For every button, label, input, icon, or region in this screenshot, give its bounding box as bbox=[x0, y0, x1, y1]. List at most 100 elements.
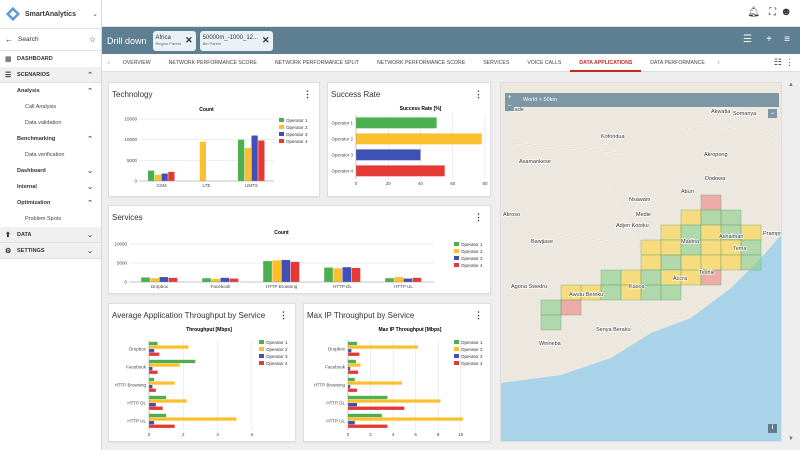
zoom-out-button[interactable]: − bbox=[505, 102, 514, 111]
sidebar-item-label: Dashboard bbox=[17, 168, 46, 174]
star-icon[interactable]: ☆ bbox=[88, 35, 96, 44]
close-icon[interactable]: ✕ bbox=[185, 35, 193, 45]
chip-value: 50000m_-1000_12... bbox=[202, 35, 259, 41]
close-icon[interactable]: ✕ bbox=[262, 35, 270, 45]
scroll-down-icon[interactable]: ▼ bbox=[788, 436, 794, 442]
sliders-icon[interactable]: ☰ bbox=[743, 34, 752, 45]
chip-type: Region Parent bbox=[155, 41, 182, 46]
map-label: Aburi bbox=[681, 189, 694, 195]
bar bbox=[348, 367, 351, 371]
tab-services[interactable]: SERVICES bbox=[483, 59, 510, 66]
info-icon[interactable]: i bbox=[768, 424, 777, 433]
bar bbox=[348, 424, 388, 428]
x-tick-label: HTTP UL bbox=[394, 284, 413, 289]
legend-swatch bbox=[454, 354, 459, 358]
bell-icon[interactable]: 🔔︎ bbox=[747, 7, 760, 18]
coverage-cell bbox=[540, 299, 562, 316]
scroll-up-icon[interactable]: ▲ bbox=[788, 82, 794, 88]
tab-overview[interactable]: OVERVIEW bbox=[122, 59, 151, 66]
chevron-down-icon: ⌄ bbox=[87, 247, 93, 255]
bar bbox=[149, 413, 167, 418]
sidebar-item-analysis[interactable]: Analysis ⌃ bbox=[0, 83, 101, 99]
more-vertical-icon[interactable]: ⋮ bbox=[474, 310, 483, 320]
coverage-cell bbox=[720, 209, 742, 226]
more-vertical-icon[interactable]: ⋮ bbox=[474, 89, 483, 99]
coverage-cell bbox=[660, 254, 682, 271]
bar bbox=[348, 377, 355, 382]
more-vertical-icon[interactable]: ⋮ bbox=[279, 310, 288, 320]
sidebar-item-label: Analysis bbox=[17, 88, 40, 94]
search-label[interactable]: Search bbox=[18, 36, 39, 43]
more-vertical-icon[interactable]: ⋮ bbox=[785, 57, 794, 67]
tab-scroll-left-icon[interactable]: ‹ bbox=[108, 59, 110, 66]
map-label: Teshie bbox=[699, 270, 715, 276]
account-icon[interactable]: ☻ bbox=[780, 6, 792, 18]
bar bbox=[351, 267, 361, 282]
y-tick-label: Operator 4 bbox=[331, 169, 353, 174]
zoom-in-button[interactable]: + bbox=[505, 93, 514, 102]
sidebar-item-settings[interactable]: ⚙ SETTINGS ⌄ bbox=[0, 243, 101, 259]
avg-throughput-chart: Throughput [Mbps] 0 2 4 6 Dropbox Facebook HTTP… bbox=[115, 327, 288, 437]
x-tick-label: 0 bbox=[355, 181, 358, 186]
map-canvas[interactable]: Koforidua Akwatia Kade Asamankese Akroso Bawj… bbox=[501, 83, 782, 442]
y-tick-label: Operator 1 bbox=[331, 121, 353, 126]
sidebar-item-data-validation[interactable]: Data validation bbox=[0, 115, 101, 131]
tab-data-applications[interactable]: DATA APPLICATIONS bbox=[570, 54, 642, 72]
chevron-down-icon[interactable]: ⌄ bbox=[92, 11, 98, 18]
bar bbox=[229, 278, 239, 282]
bar bbox=[342, 267, 352, 282]
map-label: Prampra bbox=[763, 231, 782, 237]
map-card[interactable]: Koforidua Akwatia Kade Asamankese Akroso Bawj… bbox=[500, 82, 782, 442]
tab-data-performance[interactable]: DATA PERFORMANCE bbox=[650, 59, 705, 66]
sidebar-item-data[interactable]: ⬆ DATA ⌄ bbox=[0, 227, 101, 243]
sidebar-item-optimization[interactable]: Optimization ⌃ bbox=[0, 195, 101, 211]
filter-icon[interactable]: ≡ bbox=[784, 34, 790, 45]
tab-network-performance-score[interactable]: NETWORK PERFORMANCE SCORE bbox=[168, 59, 257, 66]
y-tick-label: Operator 2 bbox=[331, 137, 353, 142]
legend-label: Operator 4 bbox=[461, 263, 483, 268]
tab-network-performance-split[interactable]: NETWORK PERFORMANCE SPLIT bbox=[274, 59, 359, 66]
sidebar-item-internal[interactable]: Internal ⌄ bbox=[0, 179, 101, 195]
bar bbox=[258, 140, 265, 181]
vertical-scrollbar[interactable]: ▲ ▼ bbox=[787, 82, 796, 442]
x-tick-label: HTTP Browsing bbox=[266, 284, 298, 289]
more-vertical-icon[interactable]: ⋮ bbox=[474, 212, 483, 222]
bar bbox=[154, 174, 161, 181]
bar bbox=[356, 117, 437, 129]
card-title: Average Application Throughput by Servic… bbox=[112, 311, 266, 320]
filter-chip-region[interactable]: Africa Region Parent ✕ bbox=[152, 30, 196, 51]
sidebar-item-scenarios[interactable]: ☰ SCENARIOS ⌃ bbox=[0, 67, 101, 83]
bar bbox=[238, 139, 245, 181]
sidebar-item-problem-spots[interactable]: Problem Spots bbox=[0, 211, 101, 227]
view-options-icon[interactable]: ☷ bbox=[773, 57, 782, 67]
sidebar-item-label: DASHBOARD bbox=[17, 56, 53, 62]
coverage-cell bbox=[740, 224, 762, 241]
legend-label: Operator 3 bbox=[461, 354, 483, 359]
bar bbox=[333, 268, 342, 282]
sidebar-search[interactable]: ← Search ☆ bbox=[0, 29, 101, 51]
bar bbox=[356, 149, 421, 161]
bar bbox=[385, 278, 394, 282]
sidebar-item-data-verification[interactable]: Data verification bbox=[0, 147, 101, 163]
map-options-icon[interactable]: ⌄ bbox=[768, 109, 777, 118]
sidebar-item-dashboard[interactable]: ▦ DASHBOARD bbox=[0, 51, 101, 67]
sidebar-item-dashboard-group[interactable]: Dashboard ⌄ bbox=[0, 163, 101, 179]
sidebar-item-call-analysis[interactable]: Call Analysis bbox=[0, 99, 101, 115]
card-title: Success Rate bbox=[331, 90, 381, 99]
tab-scroll-right-icon[interactable]: › bbox=[717, 59, 720, 66]
sidebar-item-label: Internal bbox=[17, 184, 37, 190]
y-tick-label: HTTP DL bbox=[326, 401, 345, 406]
sidebar-item-benchmarking[interactable]: Benchmarking ⌃ bbox=[0, 131, 101, 147]
y-tick-label: 5000 bbox=[127, 158, 138, 163]
tab-network-performance-score-2[interactable]: NETWORK PERFORMANCE SCORE bbox=[376, 59, 466, 66]
more-vertical-icon[interactable]: ⋮ bbox=[303, 89, 312, 99]
y-tick-label: HTTP Browsing bbox=[314, 383, 346, 388]
fullscreen-icon[interactable]: ⛶ bbox=[769, 7, 776, 18]
x-tick-label: GSM bbox=[156, 183, 167, 188]
map-sea bbox=[501, 235, 781, 441]
filter-chip-bin[interactable]: 50000m_-1000_12... Bin Parent ✕ bbox=[199, 30, 273, 51]
back-arrow-icon[interactable]: ← bbox=[5, 35, 13, 44]
tab-voice-calls[interactable]: VOICE CALLS bbox=[527, 59, 562, 66]
add-icon[interactable]: + bbox=[766, 34, 772, 45]
x-tick-label: 60 bbox=[450, 181, 456, 186]
